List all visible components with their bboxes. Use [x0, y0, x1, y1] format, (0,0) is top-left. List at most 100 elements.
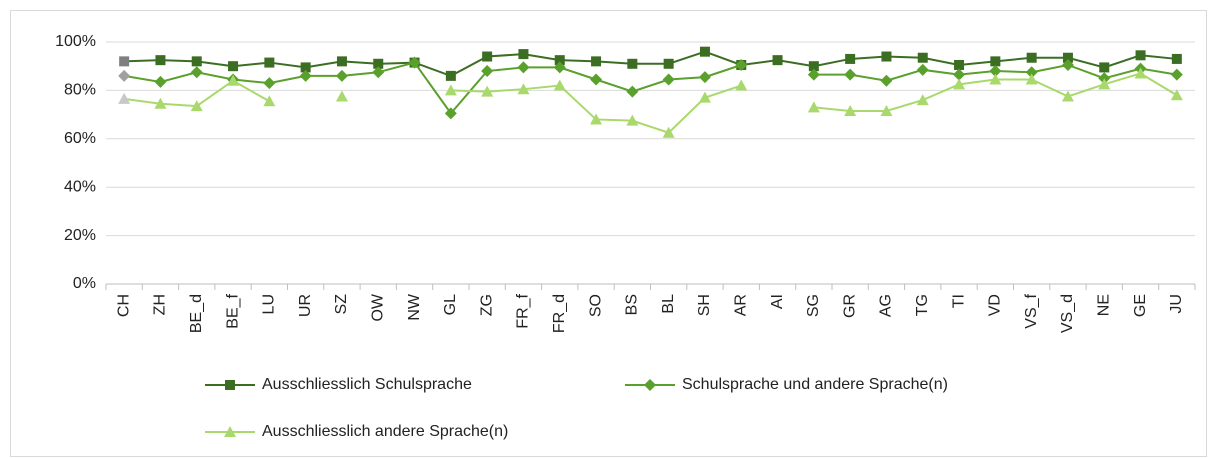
x-tick-label: UR [297, 294, 314, 317]
x-tick-label: SO [587, 294, 604, 317]
data-point [445, 70, 456, 81]
data-point [119, 56, 130, 67]
y-tick-label: 100% [55, 33, 96, 50]
data-point [264, 57, 275, 68]
data-point [844, 104, 857, 116]
x-tick-label: AG [878, 294, 895, 317]
data-point [954, 59, 965, 70]
data-point [735, 58, 748, 71]
series-line [124, 50, 1177, 77]
data-point [155, 55, 166, 66]
data-point [1026, 52, 1037, 63]
data-point [698, 71, 711, 84]
data-point [190, 66, 203, 79]
data-point [953, 78, 966, 90]
data-point [554, 55, 565, 66]
data-point [335, 69, 348, 82]
data-point [663, 58, 674, 69]
x-tick-label: TG [914, 294, 931, 316]
x-tick-label: VS_d [1059, 294, 1076, 333]
data-point [591, 56, 602, 67]
data-point [154, 97, 167, 109]
y-tick-label: 20% [64, 227, 96, 244]
x-tick-label: TI [950, 294, 967, 308]
x-tick-label: CH [115, 294, 132, 317]
data-point [263, 95, 276, 107]
x-tick-label: NE [1095, 294, 1112, 316]
x-tick-label: GR [841, 294, 858, 318]
data-point [1170, 68, 1183, 81]
data-point [373, 58, 384, 69]
x-tick-label: FR_f [515, 293, 532, 328]
x-tick-label: FR_d [551, 294, 568, 333]
data-point [1098, 72, 1111, 85]
x-tick-label: JU [1168, 294, 1185, 314]
data-point [444, 84, 457, 96]
data-point [881, 51, 892, 62]
data-point [1170, 89, 1183, 101]
x-tick-label: BS [624, 294, 641, 315]
x-tick-label: SG [805, 294, 822, 317]
data-point [518, 49, 529, 60]
data-point [118, 69, 131, 82]
y-tick-label: 80% [64, 82, 96, 99]
data-point [1098, 78, 1111, 90]
data-point [917, 52, 928, 63]
x-tick-label: BE_f [224, 293, 241, 328]
data-point [299, 69, 312, 82]
data-point [1135, 50, 1146, 61]
data-point [481, 85, 494, 97]
data-point [990, 56, 1001, 67]
data-point [590, 73, 603, 86]
x-tick-label: ZH [152, 294, 169, 315]
legend-marker [644, 379, 656, 391]
data-point [227, 74, 240, 86]
x-tick-label: AI [769, 294, 786, 309]
data-point [807, 68, 820, 81]
x-tick-label: SZ [333, 294, 350, 315]
y-tick-label: 0% [73, 275, 96, 292]
x-tick-label: OW [369, 293, 386, 321]
data-point [1099, 62, 1110, 73]
legend-label: Ausschliesslich Schulsprache [262, 376, 472, 393]
data-point [482, 51, 493, 62]
data-point [880, 74, 893, 87]
x-tick-label: VS_f [1023, 293, 1040, 328]
legend-marker [225, 380, 235, 390]
data-point [880, 104, 893, 116]
data-point [844, 68, 857, 81]
data-point [699, 46, 710, 57]
data-point [190, 100, 203, 112]
x-tick-label: LU [261, 294, 278, 314]
data-point [916, 94, 929, 106]
data-point [627, 58, 638, 69]
data-point [1171, 53, 1182, 64]
data-point [772, 55, 783, 66]
data-point [989, 73, 1002, 85]
x-tick-label: GL [442, 294, 459, 315]
data-point [662, 126, 675, 138]
x-tick-label: BE_d [188, 294, 205, 333]
data-point [662, 73, 675, 86]
data-point [1061, 90, 1074, 102]
y-tick-label: 60% [64, 130, 96, 147]
x-tick-label: SH [696, 294, 713, 316]
y-tick-label: 40% [64, 178, 96, 195]
data-point [807, 101, 820, 113]
data-point [590, 113, 603, 125]
data-point [336, 56, 347, 67]
data-point [191, 56, 202, 67]
x-tick-label: AR [732, 294, 749, 316]
data-point [1025, 73, 1038, 85]
data-point [335, 90, 348, 102]
x-tick-label: GE [1132, 294, 1149, 317]
data-point [154, 75, 167, 88]
data-point [808, 61, 819, 72]
data-point [626, 85, 639, 98]
data-point [408, 56, 421, 69]
data-point [845, 53, 856, 64]
data-point [1025, 66, 1038, 79]
data-point [698, 91, 711, 103]
data-point [735, 79, 748, 91]
